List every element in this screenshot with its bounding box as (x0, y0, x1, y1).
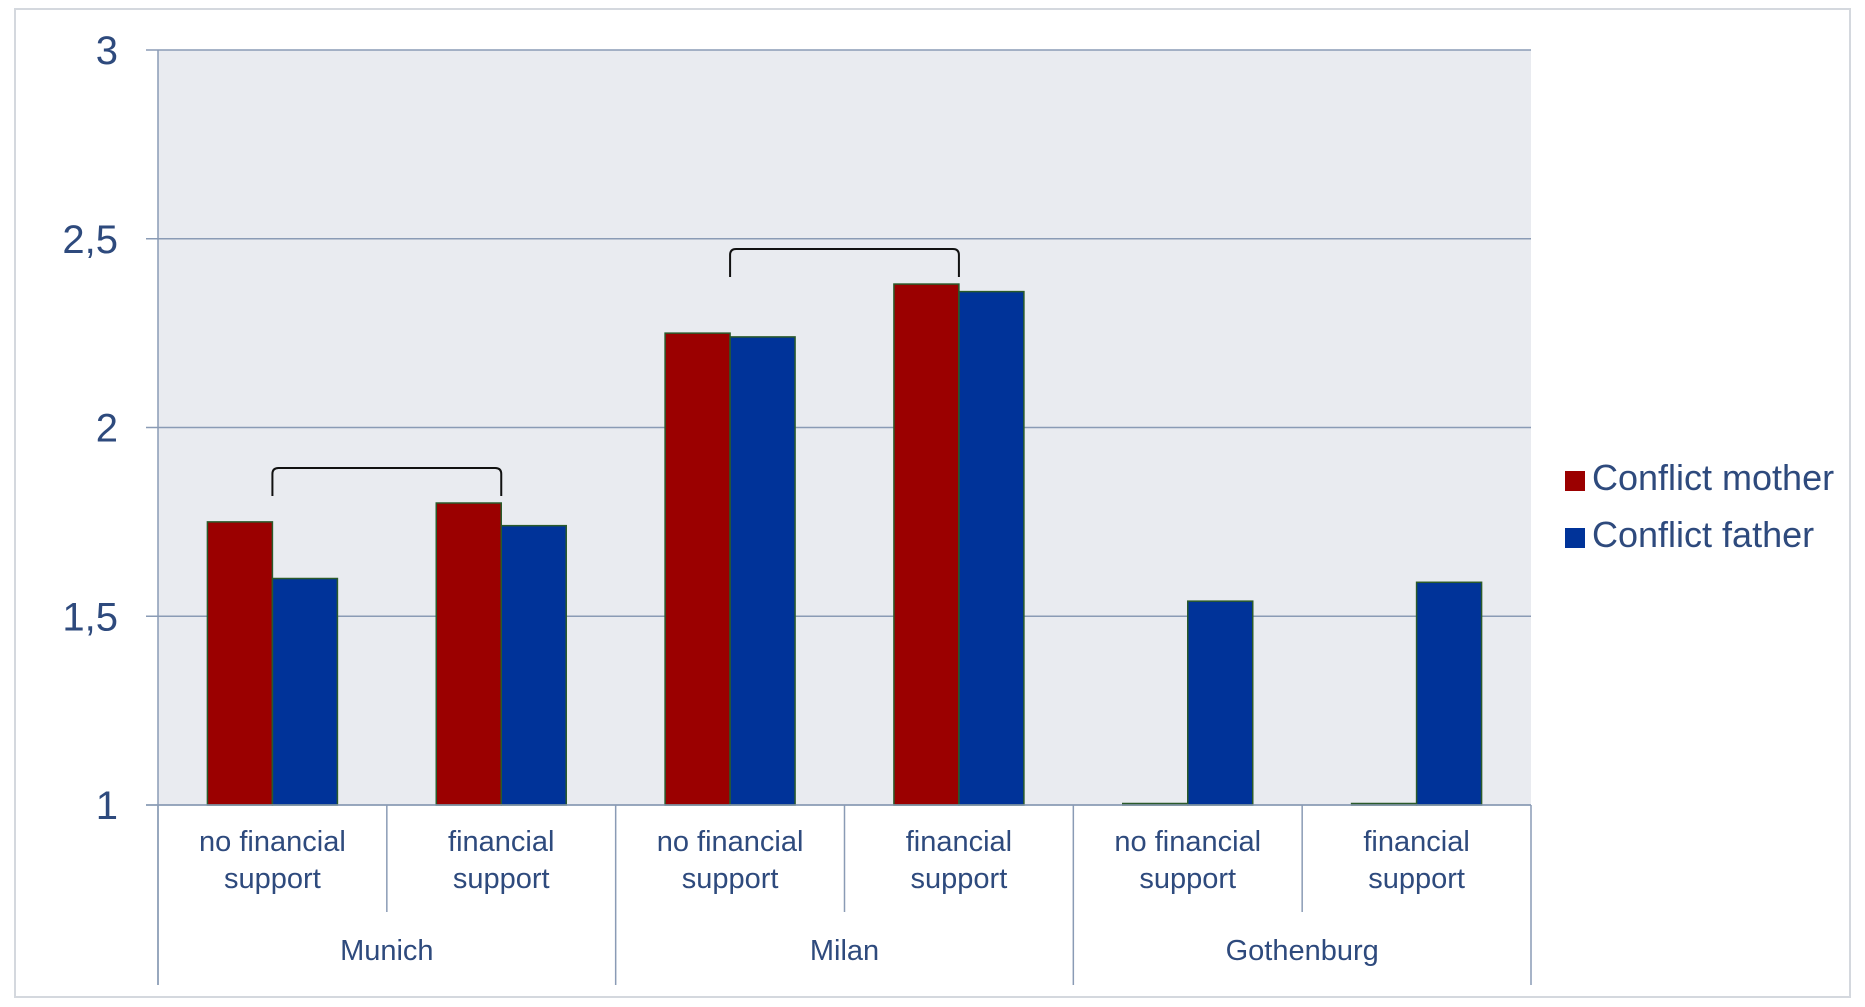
y-tick-label: 1,5 (62, 595, 118, 639)
legend-label: Conflict mother (1592, 457, 1834, 498)
y-tick-label: 2 (96, 407, 118, 451)
x-tick-label: financial (1363, 826, 1469, 858)
bar-conflict-mother (206, 521, 274, 806)
bar-conflict-father (500, 524, 567, 806)
bar-conflict-mother (664, 332, 731, 806)
x-tick-label: support (1368, 863, 1465, 895)
bar-conflict-father (1415, 581, 1483, 806)
x-tick-label: no financial (657, 826, 804, 858)
bar-conflict-father (271, 577, 339, 806)
bar-conflict-mother (435, 502, 502, 806)
group-label: Munich (340, 935, 434, 967)
x-axis: no financial support financial support no fi… (146, 804, 1532, 985)
x-tick-label: financial (448, 826, 554, 858)
group-label: Gothenburg (1226, 935, 1379, 967)
legend-swatch (1565, 528, 1585, 548)
x-tick-label: support (1139, 863, 1236, 895)
legend: Conflict mother Conflict father (1565, 457, 1834, 555)
x-tick-label: support (224, 863, 321, 895)
bar-conflict-mother (893, 283, 960, 806)
bar-conflict-father (729, 336, 796, 806)
legend-label: Conflict father (1592, 514, 1814, 555)
bar-conflict-father (958, 290, 1025, 806)
x-tick-label: support (911, 863, 1008, 895)
significance-brackets (271, 248, 960, 496)
y-tick-label: 1 (96, 784, 118, 828)
x-tick-label: support (453, 863, 550, 895)
gridlines (158, 49, 1531, 806)
y-axis: 1 1,5 2 2,5 3 (62, 29, 159, 985)
x-tick-label: financial (906, 826, 1012, 858)
x-tick-label: no financial (199, 826, 346, 858)
bars (206, 283, 1483, 806)
legend-swatch (1565, 471, 1585, 491)
bracket (271, 467, 503, 496)
group-label: Milan (810, 935, 879, 967)
bracket (729, 248, 960, 278)
y-tick-label: 3 (96, 29, 118, 73)
x-tick-label: no financial (1114, 826, 1261, 858)
bar-conflict-father (1187, 600, 1254, 806)
x-tick-label: support (682, 863, 779, 895)
y-tick-label: 2,5 (62, 218, 118, 262)
